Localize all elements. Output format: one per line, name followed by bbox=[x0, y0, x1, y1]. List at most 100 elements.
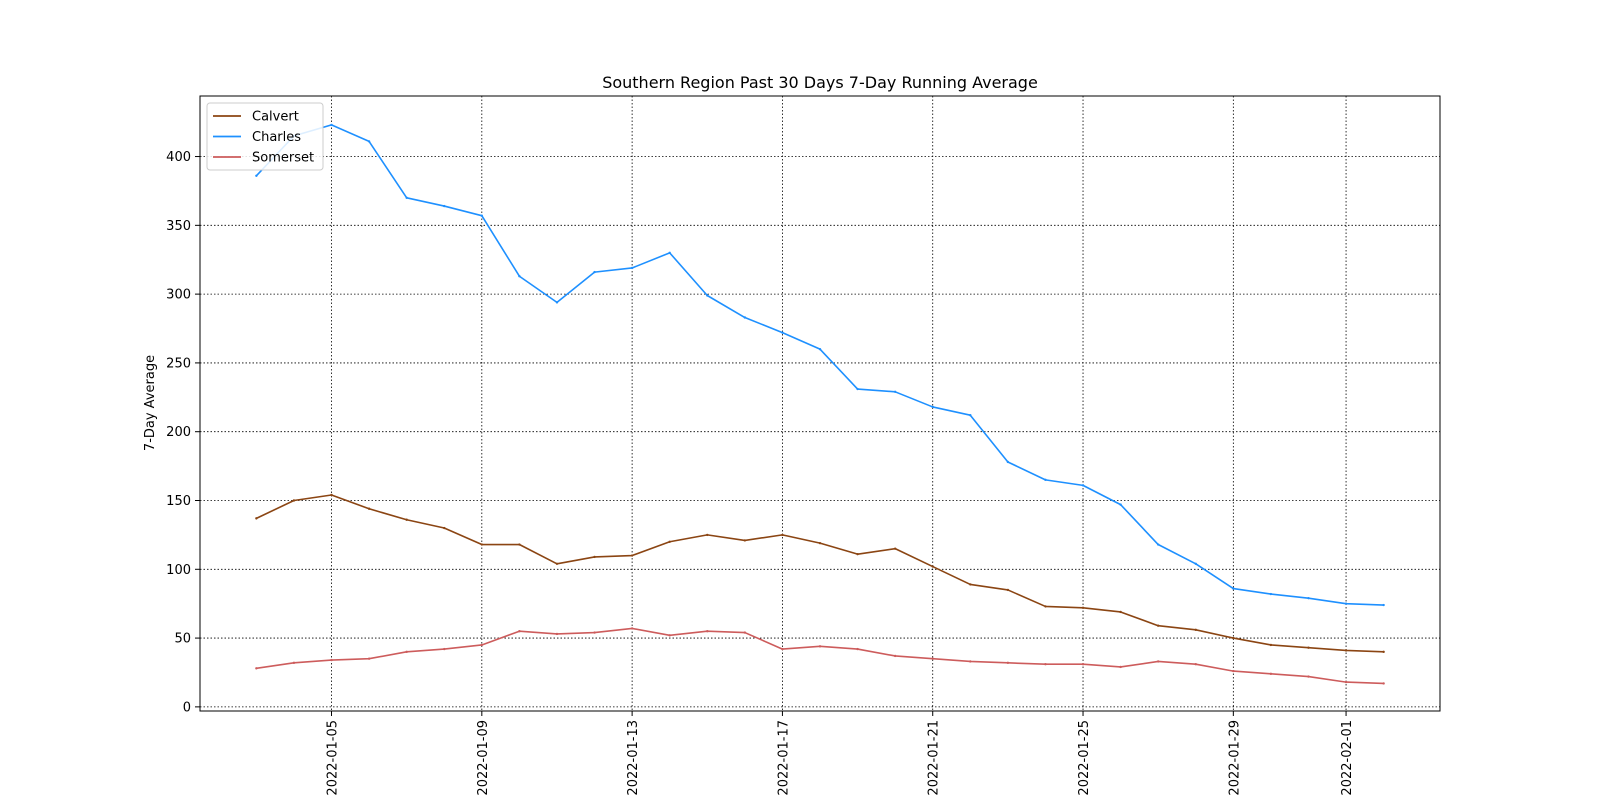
data-point-calvert bbox=[1081, 606, 1085, 610]
data-point-somerset bbox=[1382, 682, 1385, 685]
data-point-calvert bbox=[856, 552, 859, 556]
data-point-somerset bbox=[856, 647, 859, 651]
data-point-charles bbox=[1119, 503, 1122, 506]
data-point-somerset bbox=[1006, 661, 1010, 665]
data-point-calvert bbox=[893, 547, 897, 550]
data-point-charles bbox=[743, 316, 747, 319]
data-point-charles bbox=[1156, 543, 1160, 546]
data-point-calvert bbox=[330, 493, 333, 497]
data-point-charles bbox=[480, 214, 484, 217]
data-point-somerset bbox=[255, 667, 258, 670]
data-point-calvert bbox=[630, 554, 634, 557]
data-point-somerset bbox=[367, 657, 371, 660]
data-point-somerset bbox=[1232, 669, 1235, 673]
data-point-calvert bbox=[292, 499, 296, 502]
data-point-somerset bbox=[706, 630, 709, 633]
data-point-somerset bbox=[1194, 663, 1197, 666]
x-tick-label: 2022-01-25 bbox=[1077, 720, 1092, 796]
data-point-calvert bbox=[706, 533, 709, 537]
data-point-charles bbox=[1006, 460, 1010, 464]
data-point-somerset bbox=[405, 650, 408, 654]
data-point-charles bbox=[405, 196, 408, 200]
x-tick-label: 2022-01-13 bbox=[626, 720, 641, 796]
data-point-calvert bbox=[818, 541, 822, 545]
data-point-charles bbox=[706, 294, 709, 297]
data-point-calvert bbox=[1156, 624, 1160, 627]
x-tick-label: 2022-01-09 bbox=[476, 720, 491, 796]
data-point-somerset bbox=[1044, 663, 1047, 666]
data-point-calvert bbox=[668, 540, 671, 543]
data-point-somerset bbox=[555, 632, 559, 636]
data-point-somerset bbox=[1344, 680, 1348, 684]
data-point-somerset bbox=[1119, 665, 1122, 669]
y-tick-label: 0 bbox=[183, 700, 191, 715]
x-tick-label: 2022-01-17 bbox=[776, 720, 791, 796]
data-point-calvert bbox=[443, 526, 446, 530]
y-tick-label: 100 bbox=[166, 563, 191, 578]
legend-items: Calvert Charles Somerset bbox=[213, 110, 314, 166]
data-point-charles bbox=[630, 266, 634, 270]
data-point-charles bbox=[1081, 484, 1085, 487]
data-point-charles bbox=[330, 123, 333, 127]
data-point-somerset bbox=[330, 658, 333, 662]
y-tick-label: 250 bbox=[166, 356, 191, 371]
data-point-somerset bbox=[743, 631, 747, 634]
data-point-somerset bbox=[1269, 672, 1273, 676]
legend-label-charles: Charles bbox=[252, 130, 301, 145]
data-point-calvert bbox=[367, 507, 371, 510]
data-point-calvert bbox=[1269, 643, 1273, 647]
data-point-charles bbox=[1307, 596, 1310, 600]
data-point-calvert bbox=[781, 533, 784, 537]
series-layer bbox=[255, 123, 1385, 685]
data-point-somerset bbox=[818, 645, 822, 648]
data-point-somerset bbox=[893, 654, 897, 658]
data-point-calvert bbox=[593, 555, 596, 559]
data-point-calvert bbox=[255, 517, 258, 520]
data-point-somerset bbox=[443, 647, 446, 651]
data-point-calvert bbox=[555, 562, 559, 565]
data-point-calvert bbox=[1044, 605, 1047, 608]
data-point-somerset bbox=[781, 647, 784, 651]
chart-title: Southern Region Past 30 Days 7-Day Runni… bbox=[602, 73, 1038, 92]
data-point-charles bbox=[593, 270, 596, 274]
ticks-layer: 0 50 100 150 200 250 300 350 400 2022-01-05 2022-0… bbox=[166, 150, 1355, 796]
data-point-charles bbox=[781, 331, 784, 334]
plot-frame bbox=[199, 95, 1441, 712]
legend-box bbox=[206, 102, 324, 171]
data-point-charles bbox=[1269, 592, 1273, 596]
y-axis-label: 7-Day Average bbox=[143, 355, 158, 451]
data-point-charles bbox=[255, 174, 258, 177]
data-point-charles bbox=[856, 387, 859, 391]
data-point-somerset bbox=[292, 661, 296, 665]
data-point-somerset bbox=[1081, 663, 1085, 666]
x-tick-label: 2022-01-05 bbox=[326, 720, 341, 796]
legend: Calvert Charles Somerset bbox=[206, 102, 324, 171]
x-tick-label: 2022-01-21 bbox=[927, 720, 942, 796]
y-tick-label: 150 bbox=[166, 494, 191, 509]
data-point-somerset bbox=[1307, 675, 1310, 678]
data-point-charles bbox=[367, 140, 371, 143]
data-point-somerset bbox=[518, 630, 521, 633]
legend-label-calvert: Calvert bbox=[252, 110, 299, 125]
data-point-calvert bbox=[1232, 636, 1235, 640]
data-point-charles bbox=[1194, 562, 1197, 565]
data-point-charles bbox=[1044, 478, 1047, 482]
data-point-charles bbox=[1344, 602, 1348, 605]
y-tick-label: 200 bbox=[166, 425, 191, 440]
data-point-calvert bbox=[518, 543, 521, 546]
data-point-somerset bbox=[480, 643, 484, 647]
y-tick-label: 300 bbox=[166, 288, 191, 303]
data-point-somerset bbox=[931, 657, 934, 660]
data-point-charles bbox=[1232, 587, 1235, 590]
data-point-calvert bbox=[405, 518, 408, 521]
data-point-charles bbox=[818, 347, 822, 351]
grid-layer bbox=[200, 96, 1440, 711]
data-point-charles bbox=[893, 390, 897, 394]
data-point-calvert bbox=[1382, 650, 1385, 654]
data-point-calvert bbox=[480, 543, 484, 546]
data-point-charles bbox=[518, 275, 521, 278]
data-point-charles bbox=[555, 301, 559, 304]
y-tick-label: 50 bbox=[174, 632, 191, 647]
data-point-calvert bbox=[1006, 588, 1010, 592]
